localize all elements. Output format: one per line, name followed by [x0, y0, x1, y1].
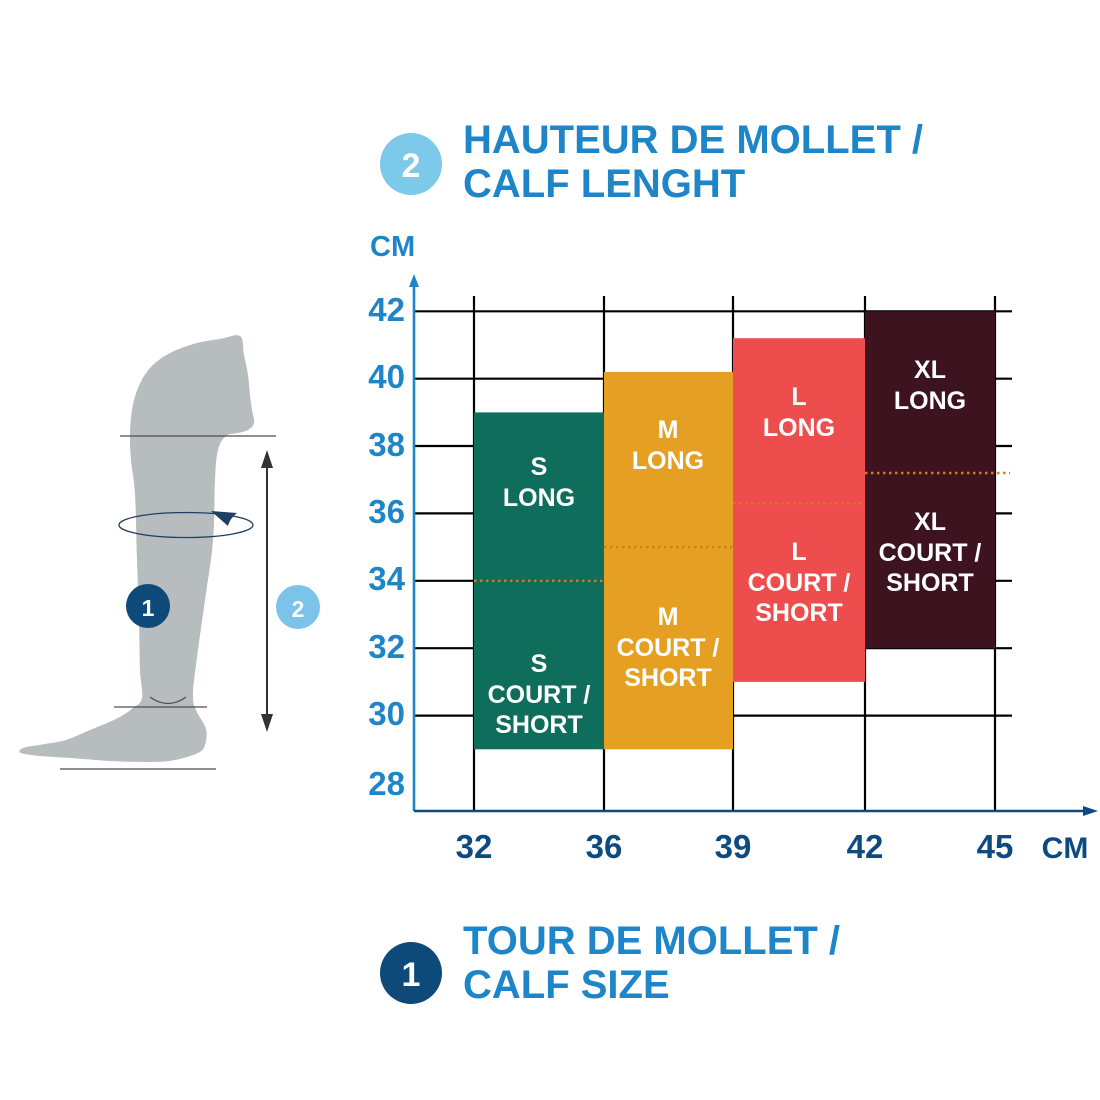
- svg-text:SHORT: SHORT: [495, 711, 583, 739]
- svg-text:36: 36: [586, 828, 623, 865]
- svg-text:M: M: [658, 416, 679, 444]
- svg-text:42: 42: [847, 828, 884, 865]
- svg-text:LONG: LONG: [632, 447, 704, 475]
- svg-text:COURT /: COURT /: [488, 681, 591, 709]
- svg-text:30: 30: [368, 695, 405, 732]
- svg-text:CALF LENGHT: CALF LENGHT: [463, 162, 745, 206]
- svg-text:36: 36: [368, 493, 405, 530]
- svg-text:L: L: [791, 538, 806, 566]
- svg-text:TOUR DE MOLLET /: TOUR DE MOLLET /: [463, 919, 840, 963]
- svg-text:39: 39: [715, 828, 752, 865]
- svg-text:LONG: LONG: [894, 387, 966, 415]
- svg-text:32: 32: [368, 628, 405, 665]
- svg-text:34: 34: [368, 560, 405, 597]
- svg-text:SHORT: SHORT: [624, 664, 712, 692]
- svg-text:LONG: LONG: [503, 484, 575, 512]
- svg-text:HAUTEUR DE MOLLET /: HAUTEUR DE MOLLET /: [463, 118, 923, 162]
- svg-text:45: 45: [977, 828, 1014, 865]
- svg-text:2: 2: [292, 596, 305, 622]
- svg-text:2: 2: [402, 147, 421, 185]
- svg-text:CM: CM: [370, 231, 415, 263]
- svg-text:M: M: [658, 603, 679, 631]
- svg-text:XL: XL: [914, 356, 946, 384]
- svg-text:SHORT: SHORT: [755, 599, 843, 627]
- svg-text:CM: CM: [1042, 832, 1089, 865]
- svg-text:SHORT: SHORT: [886, 569, 974, 597]
- svg-text:XL: XL: [914, 508, 946, 536]
- svg-text:COURT /: COURT /: [748, 569, 851, 597]
- svg-text:42: 42: [368, 291, 405, 328]
- svg-text:LONG: LONG: [763, 414, 835, 442]
- svg-text:28: 28: [368, 765, 405, 802]
- svg-text:COURT /: COURT /: [617, 634, 720, 662]
- svg-text:38: 38: [368, 426, 405, 463]
- svg-text:COURT /: COURT /: [879, 539, 982, 567]
- svg-text:1: 1: [402, 956, 421, 994]
- svg-text:CALF SIZE: CALF SIZE: [463, 963, 670, 1007]
- svg-text:S: S: [531, 650, 548, 678]
- svg-text:1: 1: [142, 595, 155, 621]
- svg-text:40: 40: [368, 358, 405, 395]
- svg-text:32: 32: [456, 828, 493, 865]
- svg-text:S: S: [531, 453, 548, 481]
- svg-text:L: L: [791, 383, 806, 411]
